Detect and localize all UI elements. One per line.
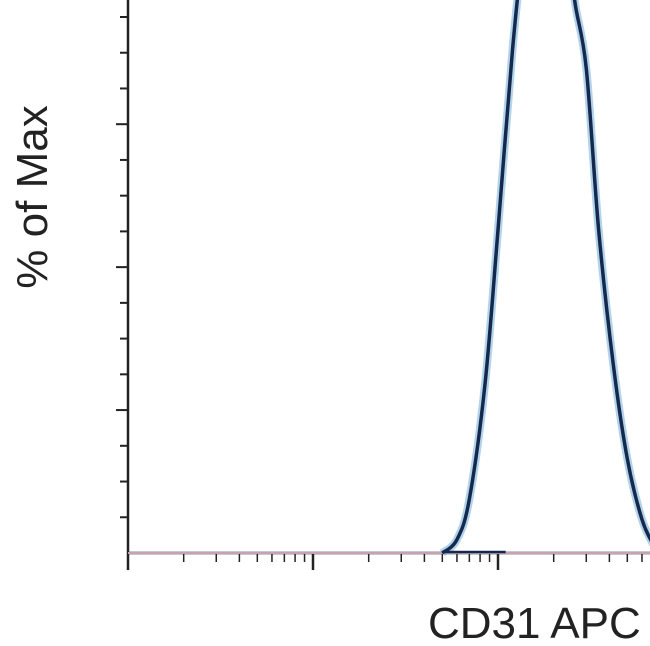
plot-series bbox=[128, 0, 650, 557]
y-axis-label: % of Max bbox=[8, 105, 57, 288]
x-axis-label: CD31 APC bbox=[428, 599, 641, 646]
x-axis bbox=[126, 551, 650, 570]
y-axis bbox=[116, 0, 130, 553]
histogram-curve bbox=[441, 0, 650, 555]
